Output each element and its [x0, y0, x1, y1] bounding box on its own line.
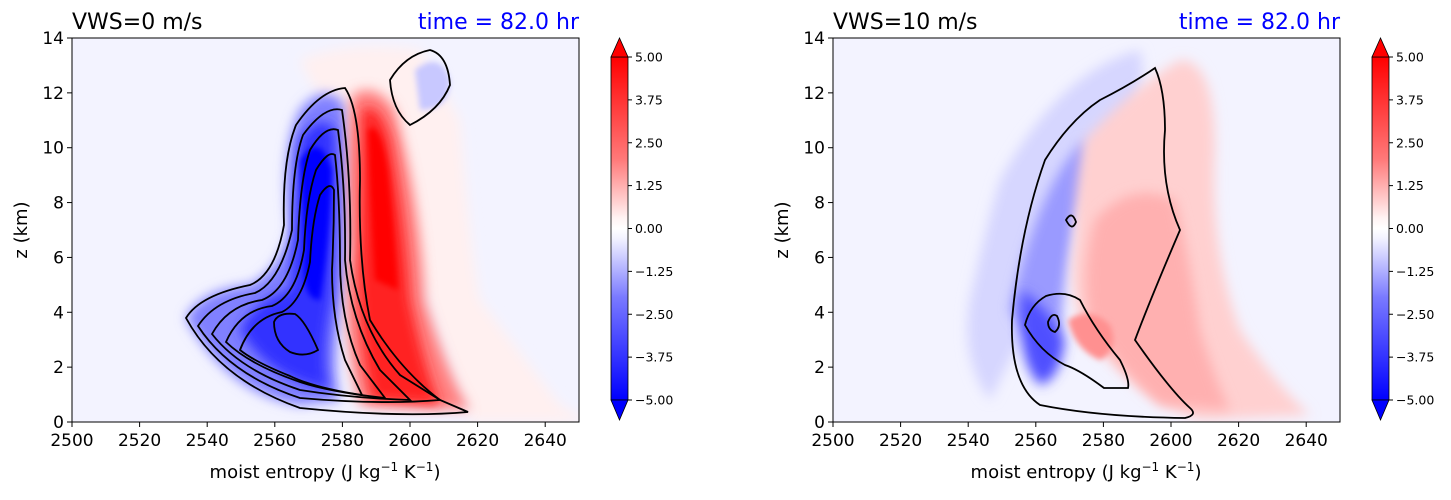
x-tick-label: 2540 — [186, 431, 229, 451]
colorbar-tick-label: 2.50 — [1396, 135, 1424, 150]
x-tick-label: 2600 — [1149, 431, 1192, 451]
y-tick-label: 0 — [53, 413, 64, 433]
x-tick-label: 2580 — [1082, 431, 1125, 451]
colorbar-tick-label: 5.00 — [635, 50, 663, 65]
y-tick-label: 8 — [53, 194, 64, 214]
colorbar-extend-min-vws0 — [610, 399, 629, 422]
contour-field-vws0 — [72, 38, 579, 422]
colorbar-tick-label: −3.75 — [1396, 350, 1434, 365]
colorbar-vws10: 5.00 3.75 2.50 1.25 0.00 −1.25 −2.50 −3.75 −5.00 — [1371, 37, 1434, 422]
colorbar-tick-label: 2.50 — [635, 135, 663, 150]
colorbar-tick-label: 1.25 — [635, 178, 663, 193]
y-tick-label: 10 — [42, 139, 64, 159]
x-axis-label-vws0: moist entropy (J kg−1 K−1) — [210, 460, 441, 483]
time-label-vws0: time = 82.0 hr — [418, 10, 580, 35]
colorbar-tick-label: −2.50 — [635, 307, 673, 322]
x-tick-label: 2640 — [1285, 431, 1328, 451]
x-tick-label: 2500 — [811, 431, 854, 451]
axes-frame-vws10 — [832, 37, 1341, 423]
x-tick-label: 2520 — [118, 431, 161, 451]
y-tick-label: 14 — [803, 29, 825, 49]
y-tick-label: 12 — [803, 84, 825, 104]
colorbar-tick-label: −2.50 — [1396, 307, 1434, 322]
axes-frame-vws0 — [71, 37, 580, 423]
colorbar-tick-label: −5.00 — [1396, 393, 1434, 408]
colorbar-tick-label: 3.75 — [1396, 92, 1424, 107]
x-tick-label: 2600 — [388, 431, 431, 451]
x-tick-label: 2620 — [456, 431, 499, 451]
colorbar-tick-label: −5.00 — [635, 393, 673, 408]
y-axis-label-vws0: z (km) — [11, 201, 32, 258]
x-tick-label: 2500 — [50, 431, 93, 451]
contour-field-vws10 — [833, 38, 1340, 422]
panel-vws0: 2500 2520 2540 2560 2580 2600 2620 2640 0 2 4 6 8 10… — [11, 10, 673, 483]
contour-lines-vws10 — [1011, 66, 1194, 419]
colorbar-tick-label: −1.25 — [1396, 264, 1434, 279]
contour-lines-vws0 — [184, 49, 469, 416]
colorbar-tick-label: 0.00 — [635, 221, 663, 236]
panel-title-vws10: VWS=10 m/s — [833, 10, 978, 35]
x-axis-label-vws10: moist entropy (J kg−1 K−1) — [971, 460, 1202, 483]
panel-title-vws0: VWS=0 m/s — [72, 10, 203, 35]
colorbar-tick-label: 5.00 — [1396, 50, 1424, 65]
y-tick-label: 4 — [53, 303, 64, 323]
colorbar-tick-label: −3.75 — [635, 350, 673, 365]
colorbar-extend-max-vws0 — [610, 37, 629, 58]
y-tick-label: 2 — [814, 358, 825, 378]
colorbar-tick-label: −1.25 — [635, 264, 673, 279]
y-tick-label: 4 — [814, 303, 825, 323]
y-tick-label: 6 — [53, 248, 64, 268]
y-tick-label: 0 — [814, 413, 825, 433]
y-axis-label-vws10: z (km) — [772, 201, 793, 258]
colorbar-tick-label: 0.00 — [1396, 221, 1424, 236]
colorbar-extend-min-vws10 — [1371, 399, 1390, 422]
x-tick-label: 2640 — [524, 431, 567, 451]
colorbar-tick-label: 1.25 — [1396, 178, 1424, 193]
time-label-vws10: time = 82.0 hr — [1179, 10, 1341, 35]
colorbar-tick-label: 3.75 — [635, 92, 663, 107]
x-tick-label: 2620 — [1217, 431, 1260, 451]
y-ticks-vws0: 0 2 4 6 8 10 12 14 — [42, 29, 72, 433]
y-tick-label: 12 — [42, 84, 64, 104]
colorbar-vws0: 5.00 3.75 2.50 1.25 0.00 −1.25 −2.50 −3.75 −5.00 — [610, 37, 673, 422]
colorbar-extend-max-vws10 — [1371, 37, 1390, 58]
y-tick-label: 10 — [803, 139, 825, 159]
y-tick-label: 14 — [42, 29, 64, 49]
x-tick-label: 2560 — [1014, 431, 1057, 451]
y-tick-label: 8 — [814, 194, 825, 214]
x-tick-label: 2520 — [879, 431, 922, 451]
y-tick-label: 2 — [53, 358, 64, 378]
y-ticks-vws10: 0 2 4 6 8 10 12 14 — [803, 29, 833, 433]
x-ticks-vws10: 2500 2520 2540 2560 2580 2600 2620 2640 — [811, 422, 1328, 451]
panel-vws10: 2500 2520 2540 2560 2580 2600 2620 2640 0 2 4 6 8 10… — [772, 10, 1434, 483]
y-tick-label: 6 — [814, 248, 825, 268]
x-tick-label: 2580 — [321, 431, 364, 451]
x-ticks-vws0: 2500 2520 2540 2560 2580 2600 2620 2640 — [50, 422, 567, 451]
x-tick-label: 2540 — [947, 431, 990, 451]
x-tick-label: 2560 — [253, 431, 296, 451]
